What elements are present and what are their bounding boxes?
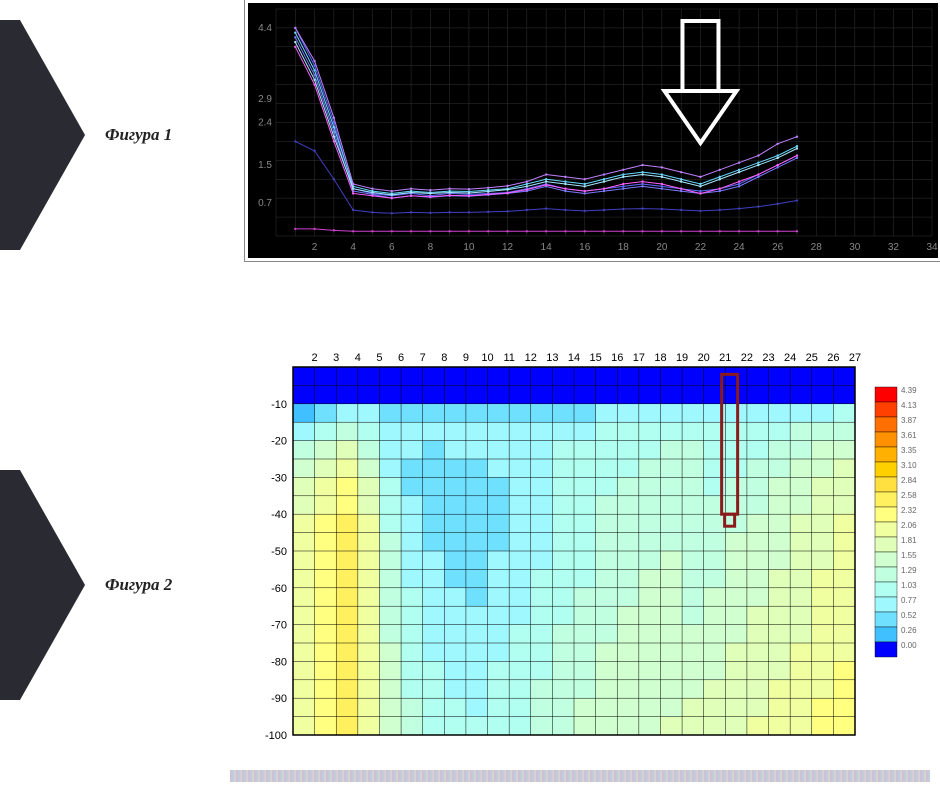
svg-text:-30: -30 bbox=[271, 472, 287, 484]
svg-text:26: 26 bbox=[772, 242, 784, 253]
svg-text:-70: -70 bbox=[271, 620, 287, 632]
decor-arrow-1 bbox=[0, 20, 90, 255]
svg-text:22: 22 bbox=[741, 352, 753, 364]
svg-text:22: 22 bbox=[695, 242, 707, 253]
svg-text:8: 8 bbox=[441, 352, 447, 364]
svg-text:13: 13 bbox=[546, 352, 558, 364]
svg-text:23: 23 bbox=[762, 352, 774, 364]
svg-text:2.84: 2.84 bbox=[901, 476, 917, 485]
svg-text:24: 24 bbox=[733, 242, 745, 253]
svg-text:6: 6 bbox=[389, 242, 395, 253]
figure1-label: Фигура 1 bbox=[105, 125, 172, 145]
svg-text:3: 3 bbox=[333, 352, 339, 364]
svg-text:-10: -10 bbox=[271, 399, 287, 411]
svg-text:34: 34 bbox=[926, 242, 938, 253]
svg-text:12: 12 bbox=[502, 242, 514, 253]
svg-text:2: 2 bbox=[312, 352, 318, 364]
svg-text:4: 4 bbox=[355, 352, 361, 364]
svg-text:16: 16 bbox=[611, 352, 623, 364]
figure2-label: Фигура 2 bbox=[105, 575, 172, 595]
svg-text:7: 7 bbox=[420, 352, 426, 364]
svg-text:3.10: 3.10 bbox=[901, 461, 917, 470]
svg-text:1.55: 1.55 bbox=[901, 551, 917, 560]
svg-text:25: 25 bbox=[806, 352, 818, 364]
svg-text:10: 10 bbox=[463, 242, 475, 253]
svg-text:12: 12 bbox=[525, 352, 537, 364]
svg-text:9: 9 bbox=[463, 352, 469, 364]
svg-text:26: 26 bbox=[827, 352, 839, 364]
svg-text:27: 27 bbox=[849, 352, 861, 364]
svg-text:24: 24 bbox=[784, 352, 796, 364]
svg-text:-50: -50 bbox=[271, 546, 287, 558]
svg-text:18: 18 bbox=[654, 352, 666, 364]
svg-text:0.00: 0.00 bbox=[901, 641, 917, 650]
decor-arrow-2 bbox=[0, 470, 90, 705]
svg-text:4.4: 4.4 bbox=[258, 23, 272, 34]
svg-text:20: 20 bbox=[656, 242, 668, 253]
svg-text:20: 20 bbox=[698, 352, 710, 364]
svg-text:3.87: 3.87 bbox=[901, 416, 917, 425]
line-chart: 2468101214161820222426283032340.71.52.42… bbox=[245, 0, 940, 261]
svg-text:4: 4 bbox=[350, 242, 356, 253]
svg-text:1.03: 1.03 bbox=[901, 581, 917, 590]
svg-text:14: 14 bbox=[568, 352, 580, 364]
svg-text:10: 10 bbox=[481, 352, 493, 364]
svg-text:16: 16 bbox=[579, 242, 591, 253]
svg-text:6: 6 bbox=[398, 352, 404, 364]
svg-text:0.7: 0.7 bbox=[258, 198, 272, 209]
svg-text:2.58: 2.58 bbox=[901, 491, 917, 500]
svg-text:21: 21 bbox=[719, 352, 731, 364]
svg-text:0.26: 0.26 bbox=[901, 626, 917, 635]
svg-text:-90: -90 bbox=[271, 693, 287, 705]
svg-text:-40: -40 bbox=[271, 509, 287, 521]
svg-text:4.39: 4.39 bbox=[901, 386, 917, 395]
svg-text:3.61: 3.61 bbox=[901, 431, 917, 440]
svg-text:2.32: 2.32 bbox=[901, 506, 917, 515]
svg-text:-60: -60 bbox=[271, 583, 287, 595]
svg-text:11: 11 bbox=[503, 352, 514, 364]
svg-text:0.77: 0.77 bbox=[901, 596, 917, 605]
svg-text:18: 18 bbox=[618, 242, 630, 253]
svg-text:-80: -80 bbox=[271, 656, 287, 668]
svg-text:-20: -20 bbox=[271, 436, 287, 448]
svg-text:15: 15 bbox=[589, 352, 601, 364]
svg-text:1.5: 1.5 bbox=[258, 160, 272, 171]
svg-text:17: 17 bbox=[633, 352, 645, 364]
svg-text:5: 5 bbox=[376, 352, 382, 364]
svg-text:28: 28 bbox=[811, 242, 823, 253]
svg-text:1.81: 1.81 bbox=[901, 536, 917, 545]
svg-text:4.13: 4.13 bbox=[901, 401, 917, 410]
svg-text:14: 14 bbox=[541, 242, 553, 253]
svg-text:0.52: 0.52 bbox=[901, 611, 917, 620]
heatmap-chart: 2345678910111213141516171819202122232425… bbox=[245, 345, 935, 745]
svg-text:30: 30 bbox=[849, 242, 861, 253]
svg-text:2: 2 bbox=[312, 242, 318, 253]
svg-text:32: 32 bbox=[888, 242, 900, 253]
svg-text:8: 8 bbox=[428, 242, 434, 253]
svg-text:1.29: 1.29 bbox=[901, 566, 917, 575]
svg-text:3.35: 3.35 bbox=[901, 446, 917, 455]
page: Фигура 1 2468101214161820222426283032340… bbox=[0, 0, 940, 788]
svg-text:2.4: 2.4 bbox=[258, 118, 272, 129]
svg-text:2.06: 2.06 bbox=[901, 521, 917, 530]
decor-noise-strip bbox=[230, 770, 930, 782]
svg-text:2.9: 2.9 bbox=[258, 94, 272, 105]
svg-text:-100: -100 bbox=[265, 730, 287, 742]
svg-text:19: 19 bbox=[676, 352, 688, 364]
